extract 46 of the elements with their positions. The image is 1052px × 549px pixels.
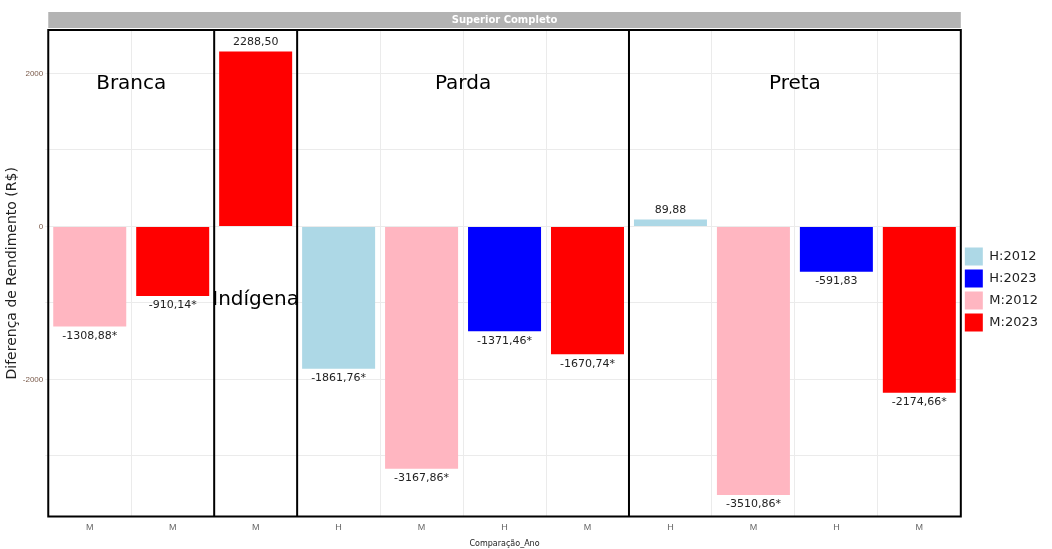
data-label: -1670,74* (560, 356, 616, 370)
x-tick-label: H (335, 522, 342, 533)
x-tick-label: M (417, 522, 426, 533)
x-tick-label: M (85, 522, 94, 533)
x-tick-label: M (168, 522, 177, 533)
annotation: Preta (768, 69, 821, 94)
bar (468, 226, 542, 332)
annotation: Parda (434, 69, 492, 94)
data-label: -2174,66* (891, 395, 948, 409)
data-label: -1308,88* (62, 328, 118, 342)
y-axis-title: Diferença de Rendimento (R$) (3, 167, 20, 380)
x-tick-label: M (583, 522, 592, 533)
annotation: Branca (96, 69, 167, 94)
data-label: 2288,50 (232, 34, 279, 48)
bar (385, 226, 459, 469)
bar (882, 226, 956, 393)
data-label: -1371,46* (477, 333, 533, 347)
legend-label: H:2023 (989, 269, 1037, 285)
bar (302, 226, 376, 369)
legend-label: M:2012 (989, 291, 1039, 307)
y-tick-label: -2000 (22, 374, 44, 384)
bar (716, 226, 790, 495)
x-tick-label: M (749, 522, 758, 533)
legend-label: H:2012 (989, 247, 1037, 263)
x-tick-label: M (251, 522, 260, 533)
data-label: -3167,86* (394, 471, 450, 485)
data-label: -591,83 (815, 274, 858, 288)
bar (136, 226, 210, 297)
bar (53, 226, 127, 327)
y-tick-label: 2000 (25, 68, 44, 78)
data-label: -910,14* (148, 298, 198, 312)
data-label: -1861,76* (311, 371, 367, 385)
data-label: -3510,86* (725, 497, 782, 511)
y-tick-label: 0 (38, 221, 44, 231)
bar (799, 226, 873, 272)
x-tick-label: H (833, 522, 840, 533)
bar (219, 51, 293, 226)
chart-title: Superior Completo (451, 13, 558, 25)
legend-label: M:2023 (989, 313, 1039, 329)
bar (551, 226, 624, 355)
bar (633, 219, 707, 226)
x-tick-label: H (501, 522, 508, 533)
x-tick-label: M (915, 522, 924, 533)
x-axis-title: Comparação_Ano (469, 539, 540, 549)
data-label: 89,88 (654, 202, 687, 216)
x-tick-label: H (667, 522, 674, 533)
